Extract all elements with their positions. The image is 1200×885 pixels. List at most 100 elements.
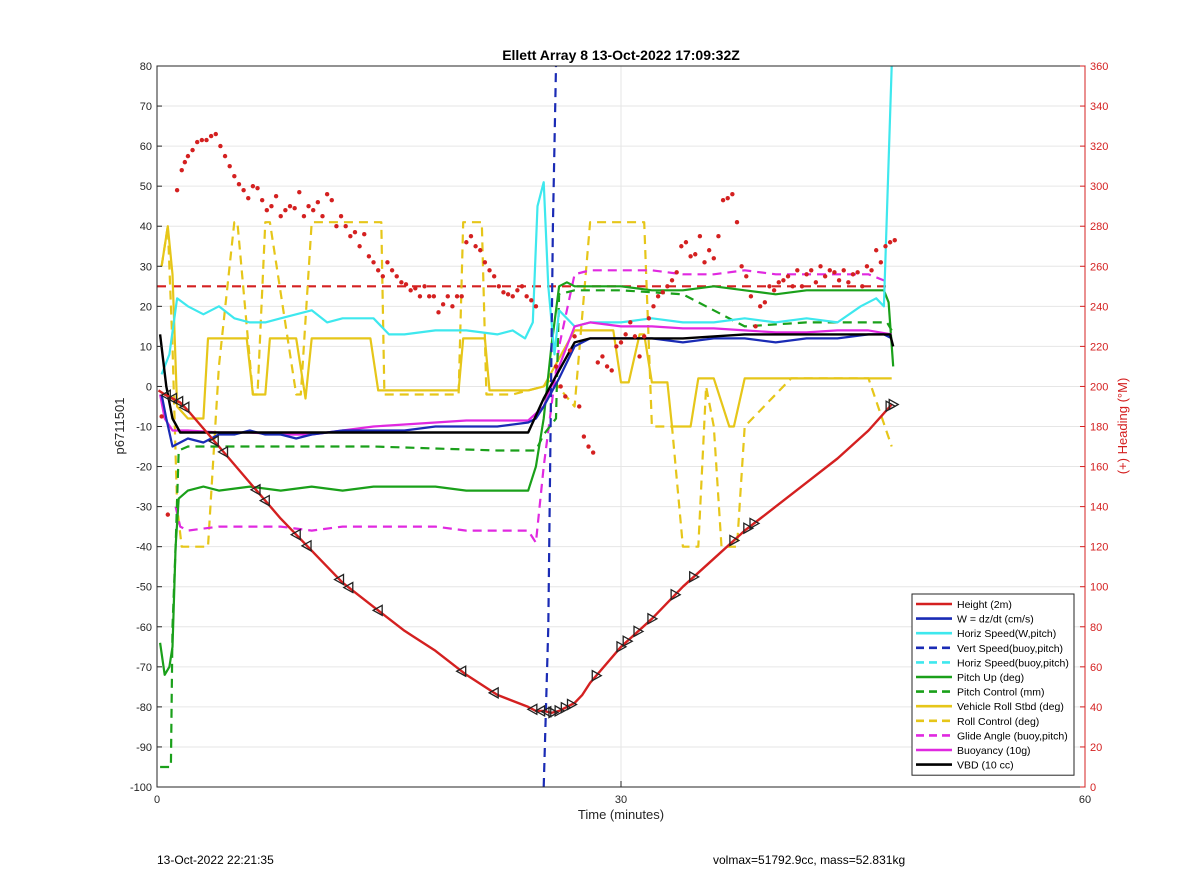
y2-tick-label: 160 — [1090, 462, 1108, 474]
heading-point — [174, 187, 180, 193]
height-marker — [670, 588, 682, 601]
heading-point — [637, 354, 642, 359]
height-marker — [888, 398, 900, 411]
height-marker — [258, 494, 270, 507]
legend-label-pitch_ctrl: Pitch Control (mm) — [957, 687, 1045, 699]
heading-point — [320, 214, 325, 219]
heading-point — [159, 414, 164, 419]
heading-point — [572, 334, 577, 339]
heading-point — [385, 260, 390, 265]
heading-point — [246, 195, 251, 201]
heading-point — [218, 143, 223, 149]
heading-point — [776, 280, 781, 285]
height-marker — [689, 570, 701, 584]
height-marker — [217, 445, 229, 459]
heading-point — [553, 364, 559, 369]
heading-point — [887, 240, 893, 245]
heading-point — [604, 364, 610, 369]
heading-point — [874, 248, 879, 253]
heading-point — [665, 284, 670, 289]
heading-point — [669, 278, 675, 283]
heading-point — [236, 181, 242, 187]
heading-point — [813, 280, 819, 285]
heading-point — [693, 252, 698, 257]
heading-point — [380, 274, 386, 279]
heading-point — [185, 153, 191, 159]
height-marker — [729, 534, 741, 547]
series-height — [157, 389, 893, 715]
heading-point — [623, 332, 628, 337]
heading-point — [301, 214, 307, 219]
y-tick-label: -50 — [136, 582, 152, 594]
height-marker — [554, 704, 566, 717]
height-marker — [487, 686, 499, 699]
heading-point — [334, 224, 339, 229]
y-tick-label: 70 — [140, 101, 152, 113]
heading-point — [292, 205, 297, 211]
heading-point — [567, 348, 573, 353]
heading-point — [422, 284, 427, 289]
height-marker — [743, 522, 755, 535]
axes: -100-90-80-70-60-50-40-30-20-10010203040… — [130, 61, 1108, 806]
heading-point — [501, 290, 506, 295]
heading-point — [222, 153, 228, 159]
heading-point — [515, 288, 520, 293]
heading-point — [878, 260, 884, 265]
heading-point — [674, 270, 679, 275]
height-marker — [540, 705, 552, 718]
heading-point — [459, 294, 464, 299]
heading-point — [892, 238, 897, 243]
heading-point — [195, 139, 200, 145]
heading-point — [586, 444, 591, 449]
y2-axis-label: (+) Heading (°M) — [1115, 378, 1130, 475]
heading-point — [278, 214, 283, 219]
height-marker — [178, 401, 190, 414]
height-marker — [526, 703, 538, 716]
x-tick-label: 0 — [154, 794, 160, 806]
series-glide — [174, 269, 890, 544]
heading-point — [250, 183, 256, 189]
heading-point — [179, 167, 184, 173]
heading-point — [642, 334, 647, 339]
heading-point — [329, 197, 334, 203]
heading-point — [259, 197, 265, 203]
legend-label-vert_buoy: Vert Speed(buoy,pitch) — [957, 643, 1063, 655]
height-marker — [647, 612, 659, 625]
heading-point — [519, 284, 525, 289]
heading-point — [213, 131, 218, 137]
heading-point — [232, 173, 237, 179]
legend: Height (2m) W = dz/dt (cm/s) Horiz Speed(W… — [911, 593, 1075, 776]
y-tick-label: -10 — [136, 422, 152, 434]
heading-point — [273, 193, 279, 199]
heading-point — [371, 260, 376, 265]
y2-tick-label: 180 — [1090, 422, 1108, 434]
heading-point — [389, 268, 395, 273]
heading-point — [478, 248, 483, 253]
y2-tick-label: 320 — [1090, 141, 1108, 153]
y2-tick-label: 240 — [1090, 301, 1108, 313]
heading-point — [445, 294, 450, 299]
heading-point — [450, 304, 455, 309]
heading-point — [744, 274, 749, 279]
heading-point — [688, 254, 693, 259]
heading-point — [436, 310, 441, 315]
series-vbd — [158, 333, 895, 434]
heading-point — [590, 450, 596, 455]
x-tick-label: 60 — [1079, 794, 1091, 806]
heading-point — [204, 137, 209, 143]
y-tick-label: -70 — [136, 662, 152, 674]
legend-label-horiz_w: Horiz Speed(W,pitch) — [957, 628, 1056, 640]
footer-timestamp: 13-Oct-2022 22:21:35 — [157, 853, 274, 867]
x-tick-label: 30 — [615, 794, 627, 806]
height-marker — [207, 435, 219, 448]
heading-point — [753, 324, 758, 329]
heading-point — [804, 272, 809, 277]
heading-point — [628, 320, 633, 325]
heading-point — [716, 234, 721, 239]
heading-point — [600, 354, 605, 359]
height-marker — [172, 395, 184, 408]
heading-point — [182, 159, 188, 165]
heading-point — [533, 304, 539, 309]
series-vert_buoy — [542, 65, 558, 788]
height-marker — [249, 483, 261, 496]
